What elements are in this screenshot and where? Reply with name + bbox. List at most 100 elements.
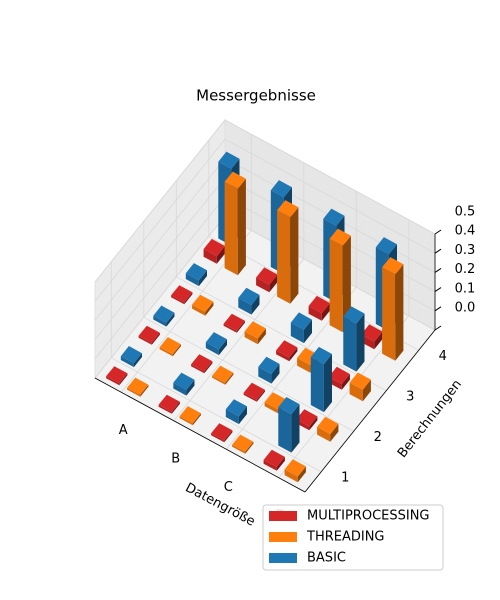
- bar-top: [323, 208, 345, 226]
- chart-title: Messergebnisse: [196, 87, 316, 105]
- bar-top: [225, 399, 247, 417]
- bar: [256, 267, 278, 293]
- bar: [277, 200, 299, 304]
- bar-side: [140, 384, 149, 397]
- bar-top: [192, 294, 214, 312]
- tick-mark: [434, 306, 442, 312]
- bar-top: [238, 287, 260, 305]
- bar: [158, 394, 180, 414]
- bar-front: [158, 404, 172, 414]
- bar-side: [171, 401, 180, 414]
- bar-front: [171, 295, 185, 305]
- bar-top: [329, 228, 351, 246]
- bar: [263, 449, 285, 471]
- bar: [212, 365, 234, 385]
- bar-side: [236, 320, 245, 333]
- bar-side: [309, 416, 318, 431]
- y-tick-label: 4: [439, 349, 447, 364]
- bar: [120, 346, 142, 368]
- bar: [159, 337, 181, 357]
- legend-swatch: [269, 511, 297, 521]
- bar: [225, 399, 247, 425]
- bar: [310, 346, 332, 413]
- bar-top: [158, 394, 180, 412]
- bar-side: [172, 344, 181, 357]
- bar-side: [341, 374, 350, 390]
- bar-front: [244, 331, 258, 345]
- bar-top: [173, 372, 195, 390]
- y-tick-label: 1: [341, 470, 349, 485]
- bar-front: [382, 267, 396, 361]
- bar-side: [166, 312, 175, 327]
- bar-side: [256, 389, 265, 402]
- bar: [343, 306, 365, 372]
- bar-top: [290, 312, 312, 330]
- bar-front: [138, 335, 152, 345]
- x-tick-label: B: [171, 451, 180, 466]
- bar-side: [205, 301, 214, 316]
- x-tick-label: C: [224, 480, 233, 495]
- bar: [244, 321, 266, 345]
- bar-side: [323, 354, 332, 413]
- bar-top: [270, 180, 292, 198]
- bar-side: [224, 430, 233, 443]
- bar-top: [106, 366, 128, 384]
- bar-top: [211, 423, 233, 441]
- bar: [211, 423, 233, 443]
- bar-side: [225, 372, 234, 385]
- bar-top: [308, 295, 330, 314]
- bar-front: [212, 375, 226, 385]
- bar-top: [310, 346, 332, 365]
- bar: [185, 263, 207, 287]
- bar-side: [198, 270, 207, 287]
- bar-front: [153, 315, 167, 327]
- bar-top: [205, 332, 227, 350]
- bar: [317, 416, 339, 442]
- z-tick-label: 0.0: [455, 301, 476, 316]
- bar-front: [192, 304, 206, 316]
- bar-side: [257, 328, 266, 345]
- bar-side: [271, 363, 280, 384]
- bar-side: [133, 353, 142, 368]
- bar-top: [243, 382, 265, 400]
- bar: [192, 294, 214, 316]
- bar-side: [192, 413, 201, 426]
- bar-front: [276, 350, 290, 362]
- bar-top: [223, 313, 245, 331]
- bar: [153, 305, 175, 327]
- bar: [171, 285, 193, 305]
- legend-label: MULTIPROCESSING: [307, 509, 430, 524]
- z-tick-label: 0.3: [455, 243, 476, 258]
- legend-swatch: [269, 532, 297, 542]
- bar-side: [362, 379, 371, 402]
- y-tick-label: 3: [406, 389, 414, 404]
- bar-side: [245, 441, 254, 454]
- bar-side: [321, 303, 330, 321]
- bar-side: [216, 246, 225, 264]
- grid-line: [143, 221, 354, 432]
- bar-front: [173, 382, 187, 396]
- legend-label: THREADING: [306, 530, 385, 545]
- bar: [243, 382, 265, 402]
- bar-front: [159, 347, 173, 357]
- bar-front: [317, 426, 331, 442]
- bar-side: [395, 264, 404, 361]
- grid-line: [94, 138, 436, 302]
- bar: [290, 312, 312, 344]
- bar: [276, 340, 298, 362]
- bar-top: [212, 365, 234, 383]
- bar-top: [382, 257, 404, 275]
- bar-side: [218, 339, 227, 356]
- bar-top: [328, 366, 350, 385]
- bar-top: [244, 321, 266, 339]
- bar-top: [138, 325, 160, 343]
- grid-line: [94, 119, 436, 283]
- bar-side: [238, 406, 247, 425]
- bar-top: [224, 171, 246, 189]
- bar: [308, 295, 330, 321]
- bar-front: [329, 238, 343, 333]
- tick-mark: [434, 325, 442, 331]
- bar-top: [171, 285, 193, 303]
- bar-front: [223, 323, 237, 333]
